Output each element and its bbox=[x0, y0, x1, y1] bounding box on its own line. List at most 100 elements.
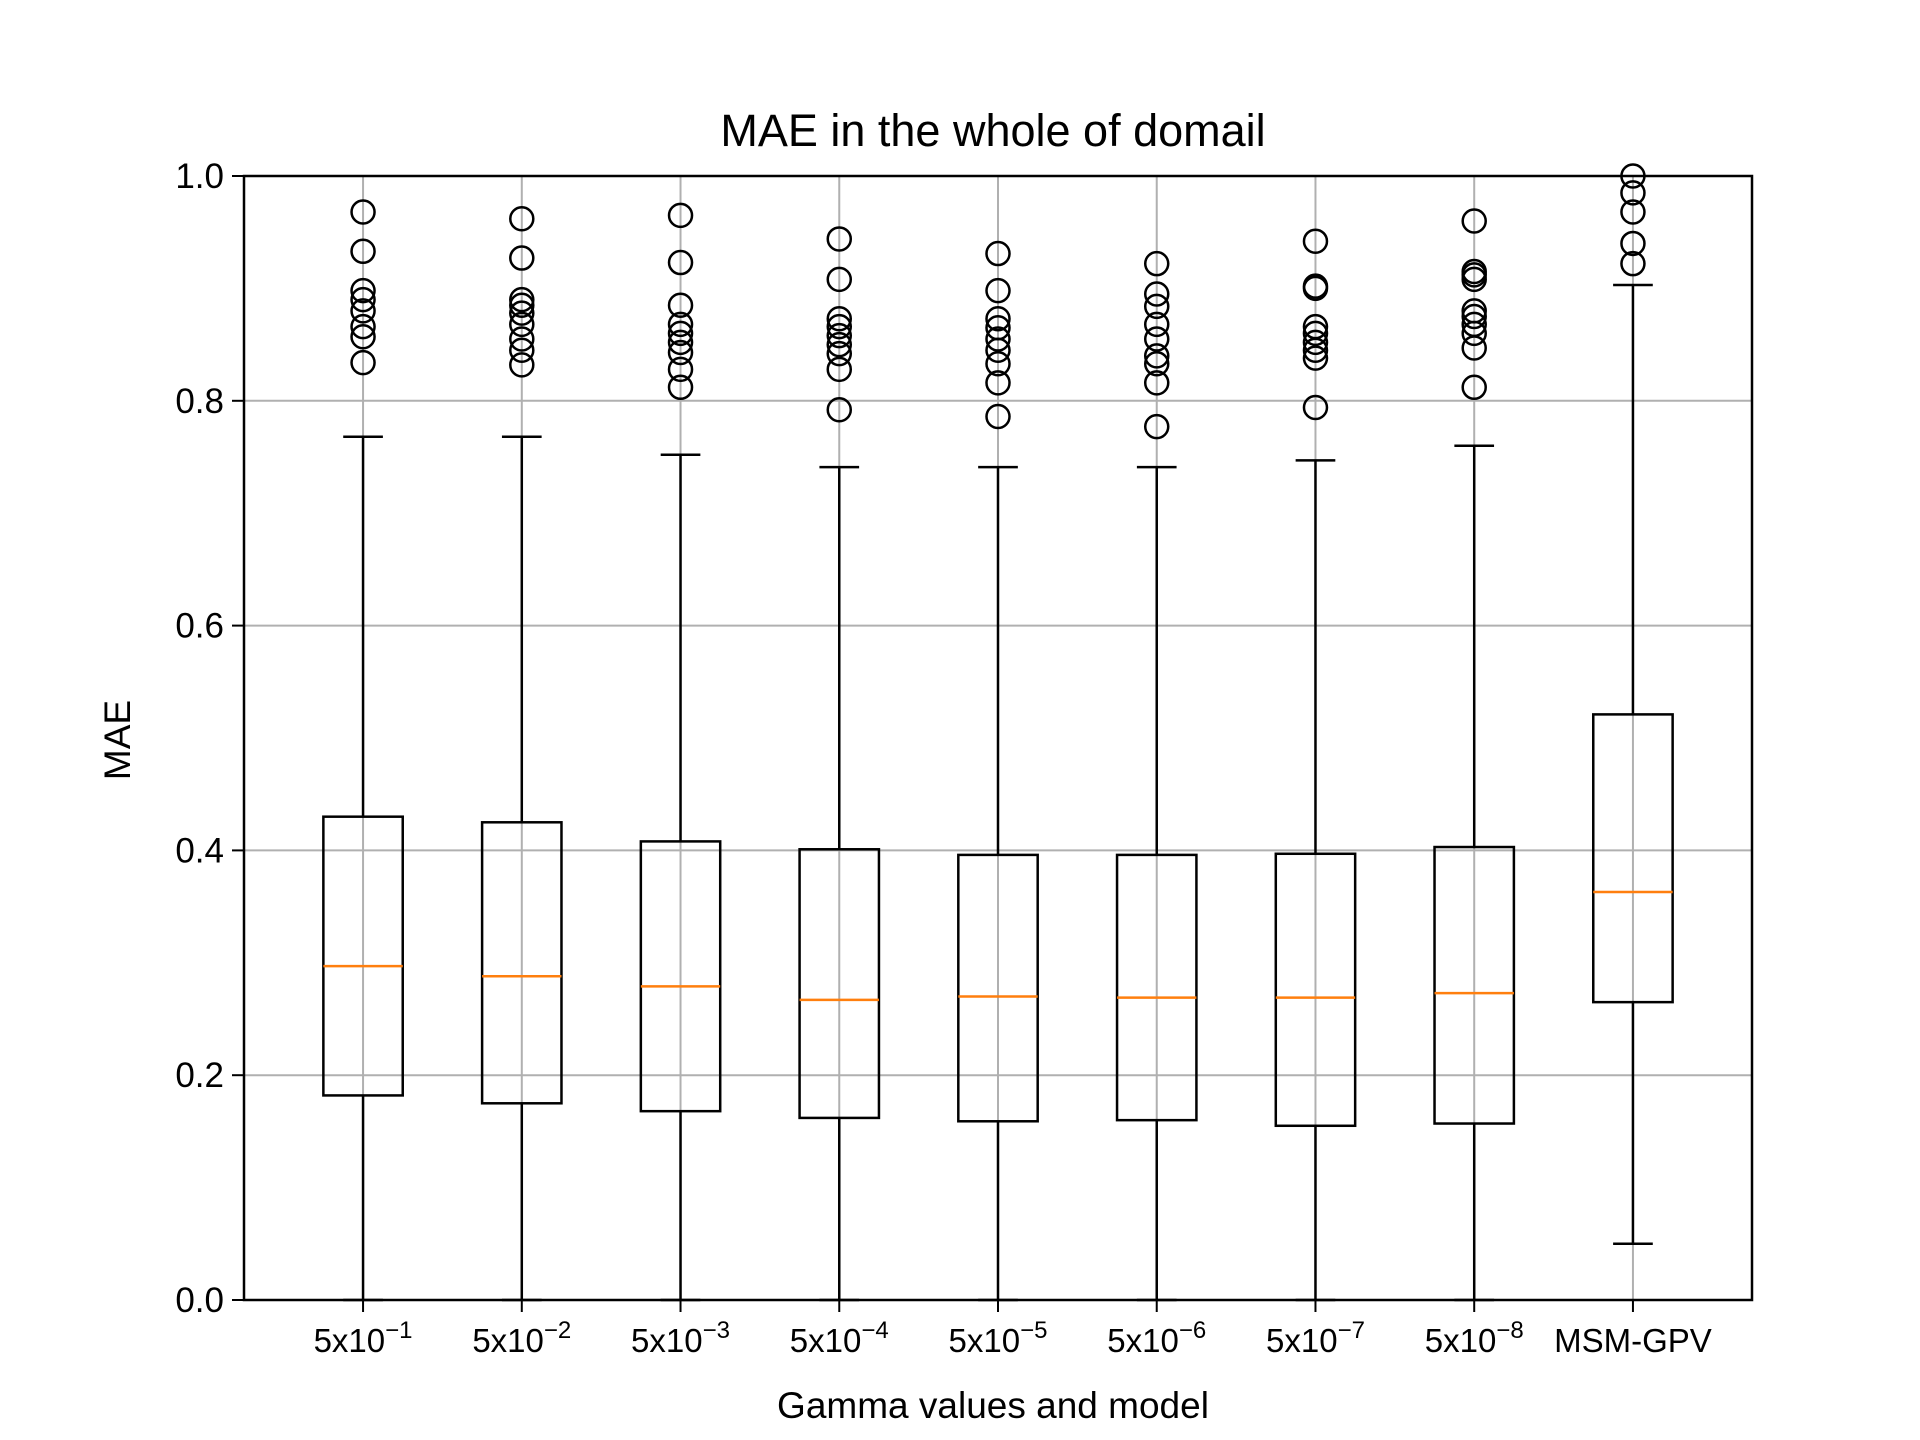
y-axis-label: MAE bbox=[97, 700, 138, 780]
y-tick-label: 0.2 bbox=[175, 1056, 224, 1095]
outlier-point bbox=[985, 314, 1011, 341]
x-tick-label: 5x10−3 bbox=[631, 1317, 730, 1359]
outlier-point bbox=[509, 286, 535, 313]
outlier-point bbox=[1302, 273, 1329, 299]
outlier-point bbox=[1143, 311, 1170, 338]
box-iqr bbox=[322, 815, 404, 1097]
x-tick-label: 5x10−6 bbox=[1107, 1317, 1206, 1359]
box-group bbox=[957, 240, 1039, 1302]
x-tick-label-base: 5x10 bbox=[631, 1322, 703, 1359]
x-tick-label: 5x10−8 bbox=[1425, 1317, 1524, 1359]
outlier-point bbox=[509, 300, 535, 326]
outlier-point bbox=[1620, 230, 1646, 257]
outlier-point bbox=[1143, 326, 1170, 352]
outlier-point bbox=[1302, 394, 1329, 421]
outlier-point bbox=[826, 226, 853, 252]
x-tick-label: 5x10−1 bbox=[314, 1317, 413, 1359]
x-tick-label: 5x10−4 bbox=[790, 1317, 889, 1359]
outlier-point bbox=[667, 311, 694, 338]
box-iqr bbox=[1274, 852, 1357, 1128]
x-tick-label-exponent: −4 bbox=[861, 1317, 888, 1344]
x-tick-label-exponent: −5 bbox=[1020, 1317, 1047, 1344]
outlier-point bbox=[1461, 208, 1487, 234]
outlier-point bbox=[1620, 250, 1646, 277]
box-group bbox=[1433, 208, 1516, 1302]
outlier-point bbox=[985, 350, 1011, 377]
outlier-point bbox=[1302, 228, 1329, 254]
x-tick-label-base: 5x10 bbox=[314, 1322, 386, 1359]
outlier-point bbox=[509, 311, 535, 338]
outlier-point bbox=[1302, 345, 1329, 371]
outlier-point bbox=[667, 320, 694, 347]
outlier-point bbox=[985, 326, 1011, 352]
outlier-point bbox=[1143, 343, 1170, 369]
x-tick-label-base: 5x10 bbox=[472, 1322, 544, 1359]
x-tick-label: 5x10−7 bbox=[1266, 1317, 1365, 1359]
outlier-point bbox=[667, 292, 694, 319]
y-tick-label: 0.8 bbox=[175, 382, 224, 421]
x-axis-label: Gamma values and model bbox=[777, 1385, 1209, 1426]
outlier-point bbox=[1143, 350, 1170, 377]
outlier-point bbox=[826, 266, 853, 293]
box-iqr bbox=[1433, 845, 1516, 1125]
x-tick-label-exponent: −2 bbox=[544, 1317, 571, 1344]
outlier-point bbox=[350, 286, 376, 313]
box-iqr bbox=[480, 821, 563, 1105]
x-tick-label-exponent: −6 bbox=[1179, 1317, 1206, 1344]
outlier-point bbox=[667, 356, 694, 383]
outlier-point bbox=[1143, 413, 1170, 440]
outlier-point bbox=[1143, 281, 1170, 307]
outlier-point bbox=[985, 370, 1011, 396]
outlier-point bbox=[826, 331, 853, 358]
x-tick-label-exponent: −1 bbox=[385, 1317, 412, 1344]
x-tick-label: 5x10−5 bbox=[949, 1317, 1048, 1359]
outlier-point bbox=[1620, 199, 1646, 225]
outlier-point bbox=[509, 245, 535, 271]
y-tick-label: 0.0 bbox=[175, 1281, 224, 1320]
outlier-point bbox=[985, 240, 1011, 267]
x-tick-label-exponent: −7 bbox=[1338, 1317, 1365, 1344]
box-iqr bbox=[957, 853, 1039, 1123]
box-iqr bbox=[639, 840, 722, 1113]
outlier-point bbox=[509, 326, 535, 352]
outlier-point bbox=[350, 238, 376, 265]
outlier-point bbox=[350, 313, 376, 340]
box-group bbox=[1115, 250, 1198, 1302]
outlier-point bbox=[1143, 250, 1170, 277]
x-tick-label-base: MSM-GPV bbox=[1554, 1322, 1712, 1359]
box-iqr bbox=[1592, 713, 1674, 1004]
x-tick-label: MSM-GPV bbox=[1554, 1322, 1712, 1359]
outlier-point bbox=[1461, 374, 1487, 401]
outlier-point bbox=[350, 298, 376, 324]
x-tick-label-exponent: −8 bbox=[1496, 1317, 1523, 1344]
outlier-point bbox=[667, 249, 694, 276]
plot-area bbox=[322, 163, 1674, 1302]
box-group bbox=[1274, 228, 1357, 1302]
box-iqr bbox=[1115, 853, 1198, 1122]
box-group bbox=[1592, 163, 1674, 1246]
outlier-point bbox=[509, 292, 535, 319]
chart-title: MAE in the whole of domail bbox=[720, 105, 1265, 156]
outlier-point bbox=[826, 340, 853, 367]
x-tick-label-exponent: −3 bbox=[703, 1317, 730, 1344]
outlier-point bbox=[826, 356, 853, 383]
x-tick-label-base: 5x10 bbox=[1425, 1322, 1497, 1359]
y-tick-label: 0.6 bbox=[175, 607, 224, 646]
outlier-point bbox=[350, 277, 376, 304]
x-tick-label-base: 5x10 bbox=[949, 1322, 1021, 1359]
outlier-point bbox=[826, 313, 853, 340]
box-group bbox=[639, 202, 722, 1302]
outlier-point bbox=[1461, 258, 1487, 285]
outlier-point bbox=[826, 397, 853, 423]
outlier-point bbox=[985, 403, 1011, 430]
outlier-point bbox=[985, 277, 1011, 304]
outlier-point bbox=[985, 305, 1011, 332]
outlier-point bbox=[350, 349, 376, 376]
y-tick-label: 0.4 bbox=[175, 831, 224, 870]
outlier-point bbox=[1143, 293, 1170, 320]
outlier-point bbox=[667, 202, 694, 229]
outlier-point bbox=[1302, 313, 1329, 340]
y-tick-label: 1.0 bbox=[175, 157, 224, 196]
